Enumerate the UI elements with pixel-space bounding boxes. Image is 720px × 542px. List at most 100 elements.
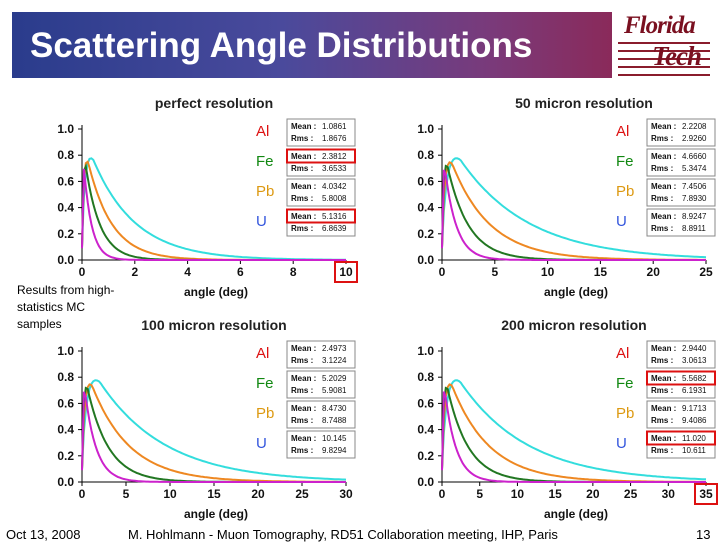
- x-tick-label: 25: [699, 265, 713, 279]
- stats-mean-label: Mean :: [291, 404, 316, 413]
- x-tick-label: 0: [439, 265, 446, 279]
- chart-svg: 200 micron resolution 0.0 0.2 0.4 0.6 0.8 1.0 0…: [417, 317, 718, 521]
- y-tick-label: 0.6: [417, 174, 434, 188]
- chart-panel-100micron: 100 micron resolution 0.0 0.2 0.4 0.6 0.8 1.0 0…: [0, 310, 360, 535]
- series-line-al: [441, 379, 707, 481]
- y-tick-label: 0.8: [57, 370, 74, 384]
- chart-svg: 100 micron resolution 0.0 0.2 0.4 0.6 0.8 1.0 0…: [57, 317, 356, 521]
- x-tick-label: 20: [586, 487, 600, 501]
- stats-mean-value: 5.5682: [682, 374, 707, 383]
- stats-box: [286, 430, 356, 459]
- series-line-u: [441, 391, 706, 483]
- stats-mean-label: Mean :: [291, 374, 316, 383]
- x-tick-label: 5: [123, 487, 130, 501]
- stats-box: [286, 178, 356, 207]
- stats-mean-value: 11.020: [682, 434, 706, 443]
- stats-mean-label: Mean :: [651, 344, 676, 353]
- stats-box: [646, 118, 716, 147]
- stats-rms-label: Rms :: [291, 134, 313, 143]
- stats-mean-label: Mean :: [651, 212, 676, 221]
- stats-rms-value: 7.8930: [682, 194, 707, 203]
- stats-mean-value: 4.0342: [322, 182, 347, 191]
- florida-tech-logo: Florida Tech: [618, 10, 710, 78]
- x-tick-label: 15: [207, 487, 221, 501]
- y-tick-label: 0.0: [417, 475, 434, 489]
- stats-rms-label: Rms :: [651, 194, 673, 203]
- slide-title: Scattering Angle Distributions: [30, 26, 533, 65]
- stats-rms-label: Rms :: [291, 416, 313, 425]
- y-tick-label: 0.4: [57, 201, 74, 215]
- x-tick-label: 5: [491, 265, 498, 279]
- x-axis-label: angle (deg): [184, 285, 248, 299]
- y-tick-label: 0.8: [417, 370, 434, 384]
- series-line-u: [81, 391, 346, 483]
- stats-box: [646, 208, 716, 237]
- stats-mean-highlight-box: [286, 148, 356, 164]
- stats-rms-label: Rms :: [291, 446, 313, 455]
- stats-mean-value: 7.4506: [682, 182, 707, 191]
- x-tick-label: 6: [237, 265, 244, 279]
- stats-rms-value: 10.611: [682, 446, 706, 455]
- series-label-fe: Fe: [256, 375, 274, 392]
- stats-rms-label: Rms :: [651, 416, 673, 425]
- y-tick-label: 0.6: [57, 396, 74, 410]
- y-tick-label: 0.4: [57, 423, 74, 437]
- y-tick-label: 0.0: [57, 253, 74, 267]
- series-label-u: U: [256, 213, 267, 230]
- y-tick-label: 1.0: [417, 122, 434, 136]
- x-tick-label: 0: [439, 487, 446, 501]
- stats-rms-value: 9.8294: [322, 446, 347, 455]
- stats-box: [286, 340, 356, 369]
- stats-rms-value: 3.1224: [322, 356, 347, 365]
- series-label-pb: Pb: [256, 183, 274, 200]
- stats-mean-label: Mean :: [651, 374, 676, 383]
- series-label-pb: Pb: [256, 405, 274, 422]
- stats-mean-label: Mean :: [291, 152, 316, 161]
- x-tick-label: 5: [476, 487, 483, 501]
- y-tick-label: 0.6: [57, 174, 74, 188]
- stats-mean-value: 1.0861: [322, 122, 347, 131]
- x-tick-label: 10: [541, 265, 555, 279]
- series-label-al: Al: [616, 123, 629, 140]
- series-label-fe: Fe: [616, 153, 634, 170]
- stats-mean-highlight-box: [646, 430, 716, 446]
- series-label-al: Al: [256, 123, 269, 140]
- chart-panel-perfect: perfect resolution 0.0 0.2 0.4 0.6 0.8 1.0 0 2 4 6…: [0, 88, 360, 313]
- chart-title: 100 micron resolution: [141, 317, 286, 333]
- stats-mean-value: 8.9247: [682, 212, 707, 221]
- stats-rms-label: Rms :: [651, 164, 673, 173]
- x-tick-label: 4: [184, 265, 191, 279]
- stats-mean-highlight-box: [286, 208, 356, 224]
- stats-rms-label: Rms :: [291, 194, 313, 203]
- stats-mean-value: 9.1713: [682, 404, 707, 413]
- series-label-pb: Pb: [616, 405, 634, 422]
- stats-rms-label: Rms :: [651, 134, 673, 143]
- chart-svg: 50 micron resolution 0.0 0.2 0.4 0.6 0.8 1.0 0 5…: [417, 95, 716, 299]
- series-label-pb: Pb: [616, 183, 634, 200]
- y-tick-label: 0.4: [417, 201, 434, 215]
- x-tick-label: 10: [511, 487, 525, 501]
- stats-mean-value: 2.2208: [682, 122, 707, 131]
- y-tick-label: 1.0: [57, 344, 74, 358]
- x-tick-label: 30: [662, 487, 676, 501]
- y-tick-label: 0.2: [417, 227, 434, 241]
- chart-title: perfect resolution: [155, 95, 273, 111]
- x-tick-highlight-box: [334, 261, 358, 283]
- page-number: 13: [696, 527, 711, 542]
- stats-rms-value: 3.6533: [322, 164, 347, 173]
- stats-mean-label: Mean :: [291, 212, 316, 221]
- x-tick-label: 0: [79, 487, 86, 501]
- series-line-u: [441, 169, 706, 261]
- stats-mean-label: Mean :: [291, 344, 316, 353]
- stats-rms-value: 5.3474: [682, 164, 707, 173]
- y-tick-label: 0.8: [57, 148, 74, 162]
- stats-mean-value: 5.2029: [322, 374, 347, 383]
- stats-mean-value: 2.9440: [682, 344, 707, 353]
- y-tick-label: 0.2: [57, 227, 74, 241]
- series-label-u: U: [616, 435, 627, 452]
- series-label-fe: Fe: [256, 153, 274, 170]
- stats-rms-value: 6.8639: [322, 224, 347, 233]
- x-tick-label: 15: [548, 487, 562, 501]
- stats-rms-label: Rms :: [651, 386, 673, 395]
- x-axis-label: angle (deg): [544, 285, 608, 299]
